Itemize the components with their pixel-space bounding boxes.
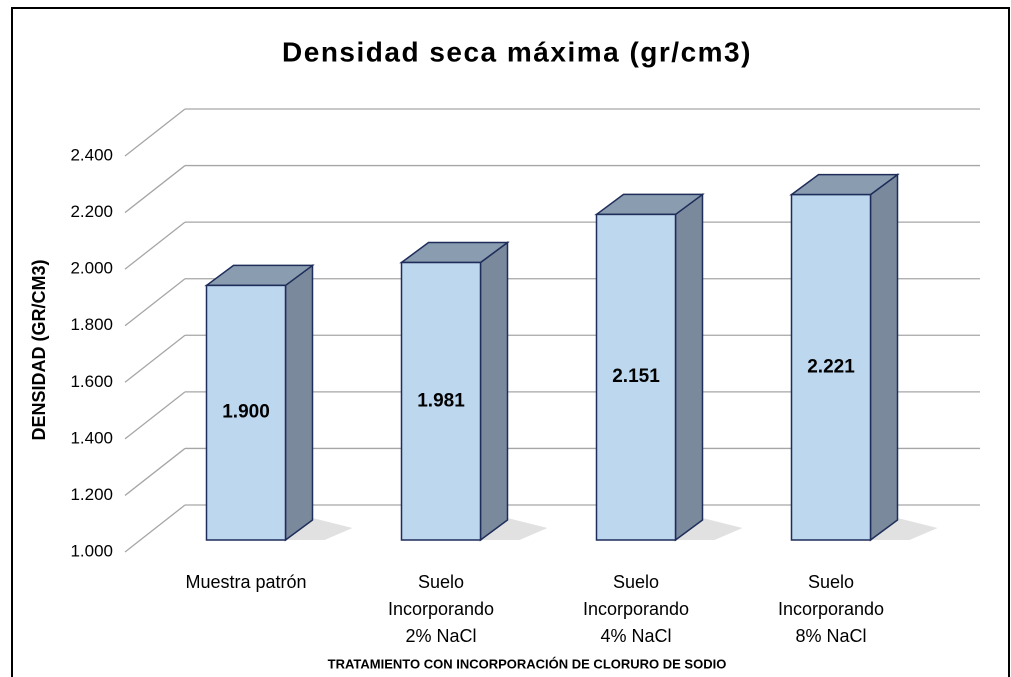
bar — [594, 192, 743, 542]
x-tick-label: Suelo — [613, 572, 659, 592]
x-axis-label: TRATAMIENTO CON INCORPORACIÓN DE CLORURO… — [328, 656, 727, 671]
bar-side — [284, 263, 314, 542]
grid-line — [124, 165, 186, 214]
value-label: 1.981 — [417, 390, 465, 411]
x-tick-label: Muestra patrón — [185, 572, 306, 592]
value-label: 1.900 — [222, 402, 270, 423]
x-tick-label: Incorporando — [388, 599, 494, 619]
x-tick-label: Suelo — [418, 572, 464, 592]
bar-front — [595, 213, 677, 541]
x-tick-label: 8% NaCl — [795, 626, 866, 646]
x-tick-label: 4% NaCl — [600, 626, 671, 646]
grid-line — [124, 334, 186, 383]
grid-line — [124, 221, 186, 270]
grid-line — [124, 447, 186, 496]
x-tick-label: Incorporando — [778, 599, 884, 619]
bar — [789, 173, 938, 542]
y-tick-label: 1.800 — [70, 315, 113, 334]
value-label: 2.151 — [612, 366, 660, 387]
grid-line — [124, 504, 186, 553]
chart-title: Densidad seca máxima (gr/cm3) — [282, 36, 752, 67]
bar-front — [400, 261, 482, 541]
grid-line — [124, 391, 186, 440]
value-label: 2.221 — [807, 356, 855, 377]
y-tick-label: 1.200 — [70, 485, 113, 504]
bar-front — [790, 193, 872, 541]
y-tick-label: 2.200 — [70, 202, 113, 221]
x-tick-label: Suelo — [808, 572, 854, 592]
bar-front — [205, 284, 287, 541]
y-axis-label: DENSIDAD (GR/CM3) — [29, 259, 49, 440]
bar-side — [869, 173, 899, 542]
y-tick-label: 1.600 — [70, 372, 113, 391]
y-tick-label: 1.000 — [70, 541, 113, 560]
y-tick-label: 2.400 — [70, 145, 113, 164]
bar — [399, 241, 548, 542]
bar-side — [674, 192, 704, 542]
x-tick-label: Incorporando — [583, 599, 689, 619]
grid-line — [124, 108, 186, 157]
y-tick-label: 1.400 — [70, 428, 113, 447]
bar — [204, 263, 353, 542]
x-tick-label: 2% NaCl — [405, 626, 476, 646]
grid-line — [124, 278, 186, 327]
y-tick-label: 2.000 — [70, 259, 113, 278]
bar-side — [479, 241, 509, 542]
